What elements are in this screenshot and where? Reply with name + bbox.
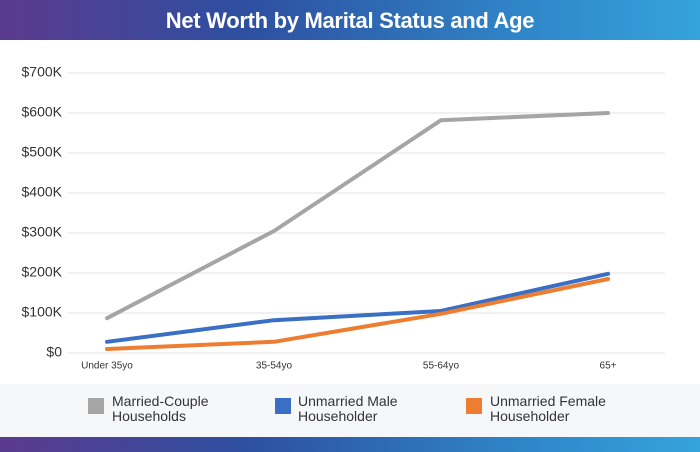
legend-label: Unmarried Female Householder (490, 393, 606, 424)
x-tick-label: Under 35yo (81, 361, 133, 372)
legend-background (0, 384, 700, 437)
x-tick-label: 35-54yo (256, 361, 293, 372)
series-line (105, 271, 610, 344)
y-tick-label: $600K (22, 104, 63, 120)
legend-swatch (466, 398, 482, 414)
x-tick-label: 65+ (600, 361, 617, 372)
y-tick-label: $0 (46, 344, 62, 360)
series-line (105, 277, 610, 351)
legend-swatch (275, 398, 291, 414)
y-tick-label: $200K (22, 264, 63, 280)
chart: $0 $100K $200K $300K $400K $500K $600K $700K Und… (22, 64, 665, 372)
footer-bar (0, 437, 700, 452)
x-tick-label: 55-64yo (423, 361, 460, 372)
legend-label: Unmarried Male Householder (298, 393, 398, 424)
legend-label: Married-Couple Households (112, 393, 209, 424)
series-line (105, 111, 610, 321)
y-tick-label: $100K (22, 304, 63, 320)
y-tick-label: $300K (22, 224, 63, 240)
y-tick-label: $400K (22, 184, 63, 200)
y-tick-label: $500K (22, 144, 63, 160)
y-tick-label: $700K (22, 64, 63, 80)
legend-swatch (88, 398, 104, 414)
chart-title: Net Worth by Marital Status and Age (0, 0, 700, 40)
